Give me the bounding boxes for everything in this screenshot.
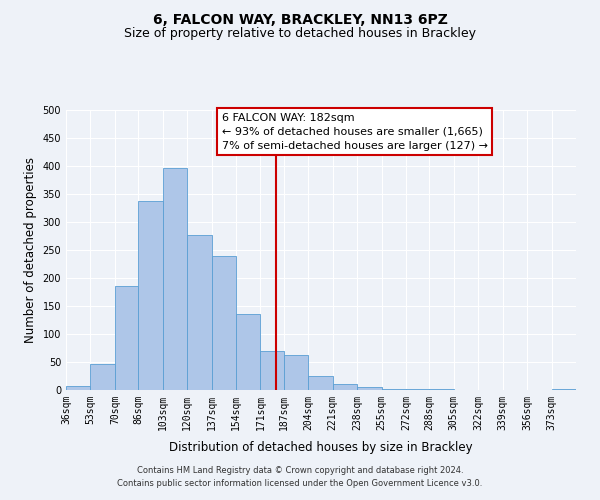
Bar	[332, 384, 357, 390]
Bar	[260, 351, 284, 390]
Bar	[138, 200, 163, 390]
Bar	[66, 386, 91, 390]
Bar	[284, 356, 308, 390]
Bar	[382, 389, 406, 390]
Bar	[115, 286, 138, 390]
Text: 6, FALCON WAY, BRACKLEY, NN13 6PZ: 6, FALCON WAY, BRACKLEY, NN13 6PZ	[152, 12, 448, 26]
Bar	[91, 364, 115, 390]
X-axis label: Distribution of detached houses by size in Brackley: Distribution of detached houses by size …	[169, 441, 473, 454]
Y-axis label: Number of detached properties: Number of detached properties	[24, 157, 37, 343]
Bar	[163, 168, 187, 390]
Bar	[212, 256, 236, 390]
Text: Contains HM Land Registry data © Crown copyright and database right 2024.
Contai: Contains HM Land Registry data © Crown c…	[118, 466, 482, 487]
Text: 6 FALCON WAY: 182sqm
← 93% of detached houses are smaller (1,665)
7% of semi-det: 6 FALCON WAY: 182sqm ← 93% of detached h…	[221, 113, 488, 151]
Bar	[357, 386, 382, 390]
Bar	[187, 235, 212, 390]
Bar	[551, 389, 576, 390]
Text: Size of property relative to detached houses in Brackley: Size of property relative to detached ho…	[124, 28, 476, 40]
Bar	[308, 376, 332, 390]
Bar	[236, 314, 260, 390]
